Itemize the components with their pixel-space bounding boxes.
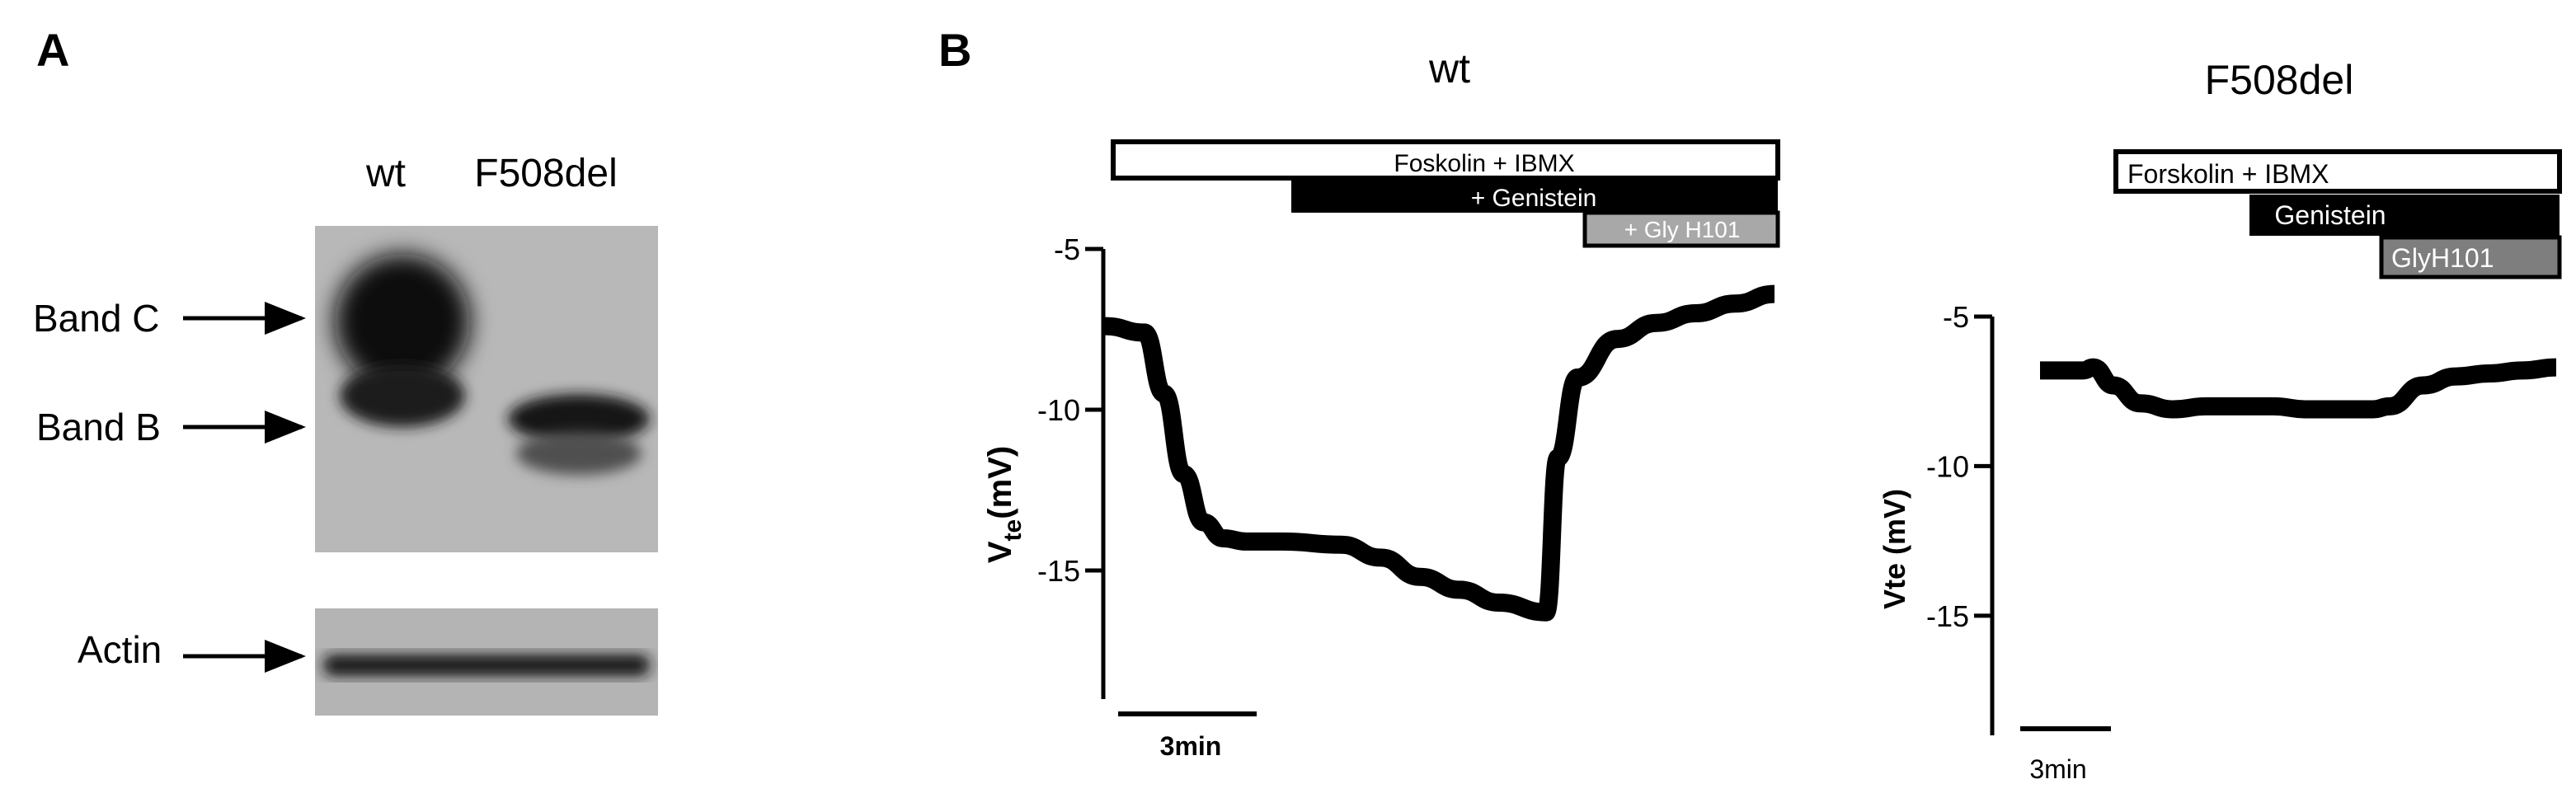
wt-scalebar-label: 3min [1160,731,1222,761]
chart-f508del: F508del Forskolin + IBMX Genistein GlyH1… [1878,57,2562,784]
series-line [2039,358,2557,419]
band-b-label: Band B [36,406,161,448]
y-tick-label: -5 [1054,232,1080,266]
wt-bar-glyh101-label: + Gly H101 [1624,217,1741,242]
y-tick-label: -15 [1037,554,1080,588]
panel-b-label: B [938,24,971,76]
y-tick-label: -10 [1926,449,1969,483]
western-blot-cftr [315,226,658,552]
wt-bar-forskolin [1111,139,1780,181]
f508del-scalebar-label: 3min [2029,754,2086,784]
band-c-label: Band C [33,297,159,340]
f508del-y-axis: -5 -10 -15 [1926,300,1995,735]
wt-bar-forskolin-label: Foskolin + IBMX [1394,150,1574,177]
f508del-trace [2039,358,2557,419]
wt-bar-glyh101 [1582,210,1780,248]
actin-label: Actin [78,628,162,671]
y-tick-label: -15 [1926,599,1969,633]
series-line [1104,284,1775,622]
wt-y-axis-label: Vte(mV) [982,446,1027,563]
wt-y-axis: -5 -10 -15 [1037,232,1106,699]
chart-f508del-title: F508del [2205,57,2354,103]
f508del-bar-glyh101 [2379,235,2562,279]
wt-bar-genistein-label: + Genistein [1471,185,1597,212]
lane-label-f508del: F508del [474,152,617,195]
f508del-bar-genistein-label: Genistein [2274,200,2386,230]
wt-trace [1104,284,1775,622]
f508del-bar-glyh101-label: GlyH101 [2391,243,2494,273]
panel-a: A wt F508del Band C Band B Actin [33,24,658,716]
lane-label-wt: wt [365,152,406,195]
y-tick-label: -5 [1943,300,1969,334]
f508del-bar-genistein [2249,195,2560,236]
western-blot-actin [315,608,658,716]
f508del-bar-forskolin-label: Forskolin + IBMX [2127,159,2329,189]
f508del-bar-forskolin [2113,149,2562,194]
chart-wt: wt Foskolin + IBMX + Genistein + Gly H10… [982,45,1780,761]
panel-a-label: A [36,24,69,76]
f508del-y-axis-label: Vte (mV) [1878,489,1911,609]
y-tick-label: -10 [1037,393,1080,427]
chart-wt-title: wt [1428,45,1470,92]
wt-bar-genistein [1291,180,1778,213]
